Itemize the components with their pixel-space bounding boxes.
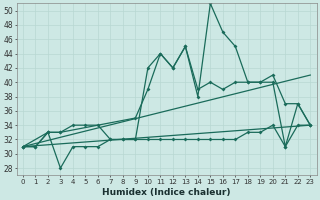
X-axis label: Humidex (Indice chaleur): Humidex (Indice chaleur) bbox=[102, 188, 231, 197]
